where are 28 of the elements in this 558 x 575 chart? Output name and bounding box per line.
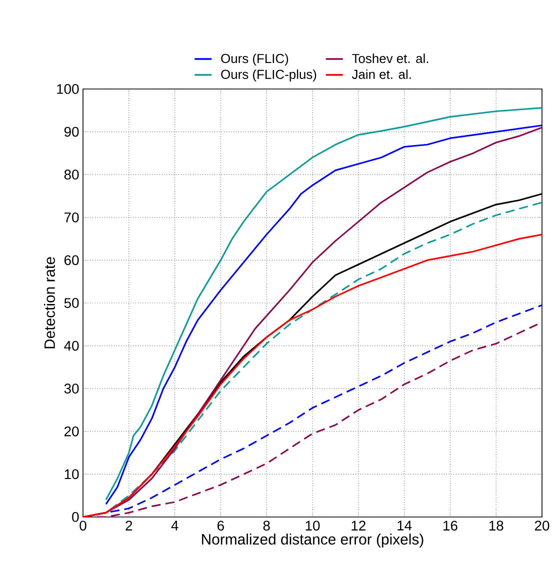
x-tick-label: 4 [171,520,178,530]
y-tick-label: 40 [64,340,79,351]
x-tick-label: 8 [263,520,270,531]
y-axis-title: Detection rate [44,257,55,348]
x-tick-label: 18 [489,520,504,531]
y-tick-label: 80 [64,170,79,180]
y-tick-label: 0 [72,512,79,522]
x-tick-label: 6 [218,520,224,531]
y-tick-label: 50 [64,298,79,308]
y-tick-label: 10 [64,469,79,480]
x-tick-label: 20 [534,520,550,531]
x-tick-label: 12 [352,520,366,530]
x-tick-label: 10 [306,520,320,531]
x-axis-title: Normalized distance error (pixels) [202,534,424,548]
y-tick-label: 70 [64,212,79,222]
x-tick-label: 2 [126,520,132,530]
x-tick-label: 0 [80,520,86,531]
x-tick-label: 16 [444,520,458,531]
y-tick-label: 30 [64,384,79,394]
x-tick-label: 14 [398,520,412,530]
y-tick-label: 90 [64,126,79,137]
y-tick-label: 100 [57,84,79,94]
legend-label: Ours (FLIC) [221,54,288,66]
y-tick-label: 20 [64,426,79,436]
legend-label: Toshev et. al. [352,54,428,64]
legend-label: Jain et. al. [352,69,411,79]
legend-label: Ours (FLIC-plus) [221,69,316,82]
y-tick-label: 60 [64,255,79,266]
